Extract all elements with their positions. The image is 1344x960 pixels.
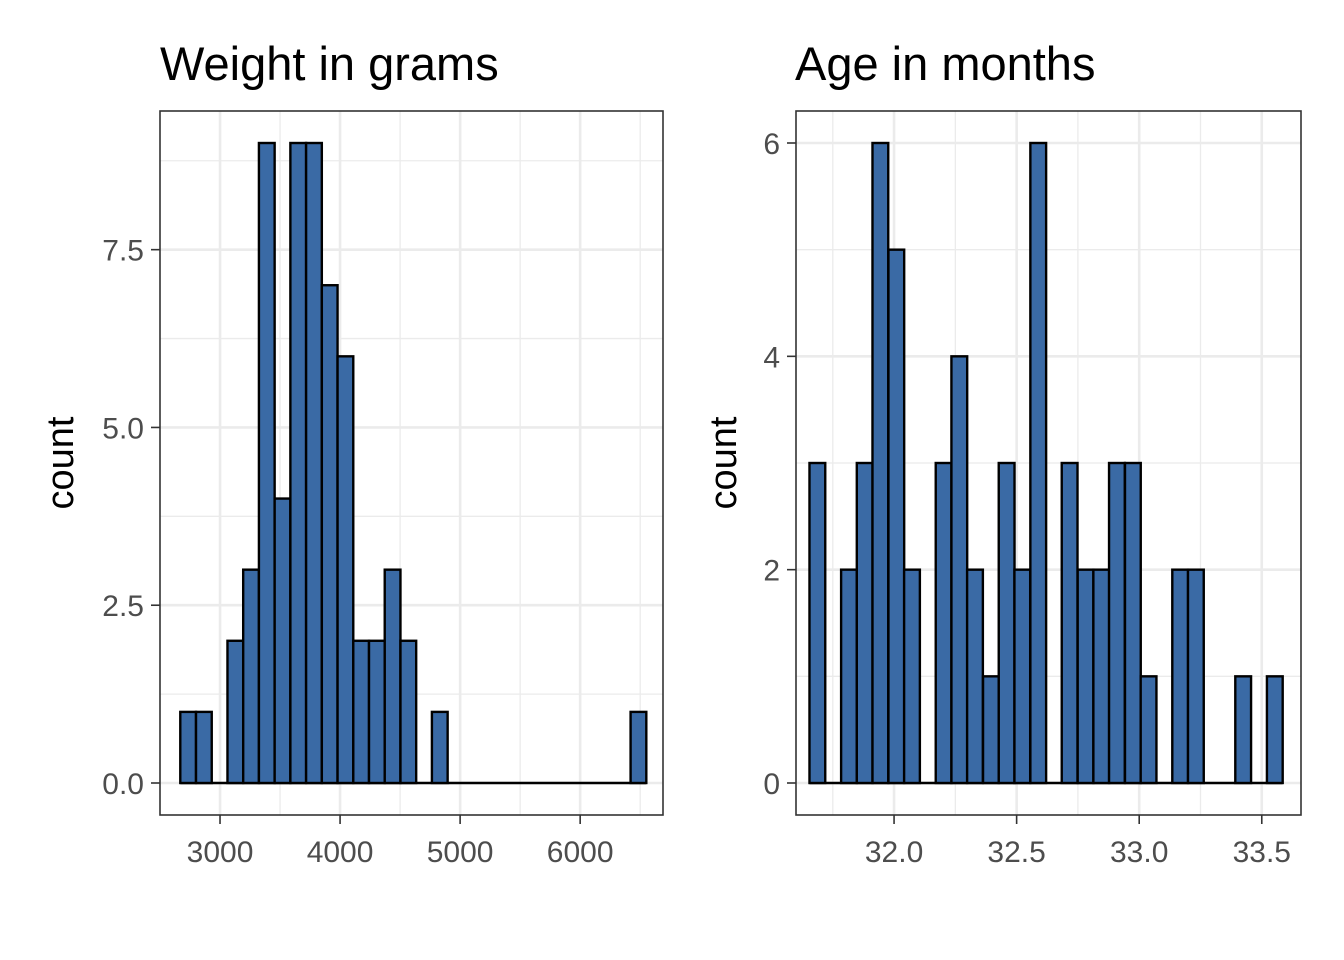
weight-histogram-bar	[629, 710, 648, 785]
weight-histogram-bar	[273, 497, 292, 785]
weight-y-tick-label: 5.0	[102, 412, 144, 445]
age-histogram-bar	[839, 568, 859, 785]
age-histogram-bar	[934, 461, 953, 785]
weight-histogram-panel: Weight in grams count 3000 4000 5000 6000 0.…	[40, 37, 664, 869]
weight-chart-title: Weight in grams	[160, 37, 499, 90]
age-histogram-panel: Age in months count 32.0 32.5 33.0 33.5 0 2 4 6	[703, 37, 1302, 869]
weight-x-tick-label: 4000	[307, 836, 374, 869]
weight-y-tick-label: 7.5	[102, 235, 144, 268]
weight-histogram-bar	[352, 639, 371, 785]
age-histogram-bar	[1171, 568, 1190, 785]
weight-histogram-bar	[257, 141, 276, 785]
age-y-tick-label: 6	[763, 128, 780, 161]
weight-y-tick-label: 2.5	[102, 590, 144, 623]
age-histogram-bar	[1265, 675, 1284, 785]
weight-histogram-bar	[430, 710, 449, 785]
age-chart-title: Age in months	[795, 37, 1095, 90]
weight-y-axis-label: count	[40, 416, 82, 509]
age-histogram-bar	[1013, 568, 1032, 785]
age-histogram-bar	[1060, 461, 1079, 785]
weight-histogram-bar	[226, 639, 245, 785]
weight-x-tick-label: 6000	[547, 836, 614, 869]
age-histogram-bar	[855, 461, 874, 785]
age-y-axis-label: count	[703, 416, 745, 509]
age-histogram-bar	[887, 248, 906, 785]
age-histogram-bar	[950, 355, 969, 785]
weight-histogram-bar	[304, 141, 324, 785]
age-histogram-bar	[1107, 461, 1127, 785]
weight-histogram-bar	[383, 568, 402, 785]
age-histogram-bar	[997, 461, 1016, 785]
age-histogram-bar	[902, 568, 922, 785]
age-x-tick-label: 32.0	[865, 836, 923, 869]
age-y-tick-label: 2	[763, 555, 780, 588]
weight-histogram-bar	[336, 355, 355, 785]
weight-histogram-bar	[241, 568, 261, 785]
age-histogram-bar	[981, 675, 1001, 785]
weight-histogram-bar	[320, 284, 339, 785]
age-histogram-bar	[965, 568, 985, 785]
weight-y-tick-label: 0.0	[102, 768, 144, 801]
weight-histogram-bar	[194, 710, 213, 785]
age-histogram-bar	[1186, 568, 1205, 785]
weight-x-tick-label: 5000	[427, 836, 494, 869]
weight-x-tick-label: 3000	[187, 836, 254, 869]
age-panel-border	[795, 110, 1302, 816]
age-x-tick-label: 32.5	[987, 836, 1045, 869]
age-histogram-bar	[808, 461, 827, 785]
weight-histogram-bar	[367, 639, 386, 785]
age-histogram-bar	[1092, 568, 1111, 785]
age-histogram-bar	[1123, 461, 1142, 785]
weight-histogram-bar	[399, 639, 418, 785]
age-x-tick-label: 33.5	[1233, 836, 1291, 869]
age-y-tick-label: 4	[763, 341, 780, 374]
age-histogram-bar	[1139, 675, 1158, 785]
weight-histogram-bar	[179, 710, 198, 785]
age-histogram-bar	[871, 141, 890, 785]
weight-histogram-bar	[289, 141, 308, 785]
weight-panel-border	[159, 110, 664, 816]
age-histogram-bar	[1029, 141, 1048, 785]
age-histogram-bar	[1234, 675, 1253, 785]
age-x-tick-label: 33.0	[1110, 836, 1168, 869]
age-y-tick-label: 0	[763, 768, 780, 801]
age-histogram-bar	[1076, 568, 1095, 785]
